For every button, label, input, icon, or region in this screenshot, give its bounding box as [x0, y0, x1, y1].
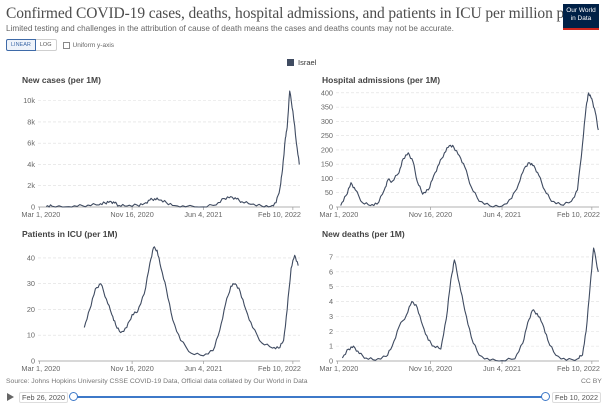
y-tick-label: 10k	[23, 96, 35, 105]
y-tick-label: 6	[329, 267, 333, 276]
y-tick-label: 30	[27, 279, 35, 288]
x-tick-label: Feb 10, 2022	[557, 364, 600, 373]
legend-swatch	[287, 59, 294, 66]
panel-title-patients-icu: Patients in ICU (per 1M)	[22, 229, 118, 239]
license-link[interactable]: CC BY	[581, 378, 602, 385]
y-tick-label: 10	[27, 331, 35, 340]
charts-area: 0 2k 4k 6k 8k 10k Mar 1, 2020 Nov 16, 2020 Jun 4…	[21, 88, 600, 373]
logo-line-1: Our World	[566, 7, 596, 14]
uniform-y-axis-label: Uniform y-axis	[72, 41, 115, 49]
timeline: Feb 26, 2020 Feb 10, 2022	[0, 389, 605, 405]
y-tick-label: 3	[329, 312, 333, 321]
timeline-start-handle[interactable]	[69, 392, 78, 401]
x-tick-label: Mar 1, 2020	[319, 364, 358, 373]
y-tick-label: 40	[27, 253, 35, 262]
uniform-y-axis-toggle[interactable]: Uniform y-axis	[62, 41, 115, 49]
chart-title: Confirmed COVID-19 cases, deaths, hospit…	[6, 5, 598, 22]
x-tick-label: Nov 16, 2020	[110, 210, 153, 219]
x-tick-label: Jun 4, 2021	[483, 210, 521, 219]
x-tick-label: Jun 4, 2021	[184, 364, 222, 373]
y-tick-label: 200	[321, 145, 333, 154]
y-tick-label: 0	[31, 357, 35, 366]
x-tick-label: Nov 16, 2020	[409, 364, 452, 373]
uniform-y-axis-checkbox[interactable]	[62, 41, 70, 49]
x-tick-label: Mar 1, 2020	[319, 210, 358, 219]
timeline-track[interactable]	[73, 396, 545, 398]
play-icon[interactable]	[7, 393, 14, 401]
y-tick-label: 250	[321, 131, 333, 140]
y-tick-label: 1	[329, 342, 333, 351]
x-tick-label: Nov 16, 2020	[110, 364, 153, 373]
x-tick-label: Jun 4, 2021	[483, 364, 521, 373]
y-tick-label: 0	[329, 203, 333, 212]
chart-subtitle: Limited testing and challenges in the at…	[6, 24, 454, 33]
y-tick-label: 6k	[27, 139, 35, 148]
timeline-start-label: Feb 26, 2020	[19, 392, 69, 403]
panel-title-new-cases: New cases (per 1M)	[22, 75, 101, 85]
x-tick-label: Feb 10, 2022	[557, 210, 600, 219]
y-tick-label: 50	[325, 188, 333, 197]
series-line-israel	[341, 247, 599, 362]
series-line-israel	[45, 90, 300, 208]
y-tick-label: 8k	[27, 117, 35, 126]
log-scale-button[interactable]: LOG	[35, 39, 57, 51]
logo-line-2: in Data	[570, 14, 592, 22]
y-tick-label: 350	[321, 103, 333, 112]
y-tick-label: 2	[329, 327, 333, 336]
x-tick-label: Feb 10, 2022	[258, 210, 301, 219]
legend-label: Israel	[298, 58, 317, 67]
y-tick-label: 100	[321, 174, 333, 183]
y-tick-label: 4k	[27, 160, 35, 169]
panel-title-new-deaths: New deaths (per 1M)	[322, 229, 405, 239]
x-tick-label: Nov 16, 2020	[409, 210, 452, 219]
series-line-israel	[340, 92, 599, 208]
y-tick-label: 0	[31, 203, 35, 212]
legend[interactable]: Israel	[287, 58, 316, 67]
panel-title-hospital-admissions: Hospital admissions (per 1M)	[322, 75, 441, 85]
y-tick-label: 4	[329, 297, 333, 306]
y-tick-label: 7	[329, 252, 333, 261]
y-tick-label: 400	[321, 88, 333, 97]
x-tick-label: Mar 1, 2020	[21, 210, 60, 219]
x-tick-label: Feb 10, 2022	[258, 364, 301, 373]
y-tick-label: 300	[321, 117, 333, 126]
scale-controls: LINEAR LOG Uniform y-axis	[6, 39, 114, 51]
owid-logo[interactable]: Our World in Data	[563, 4, 599, 30]
y-tick-label: 20	[27, 305, 35, 314]
timeline-end-label: Feb 10, 2022	[552, 392, 602, 403]
series-line-israel	[83, 246, 299, 357]
x-tick-label: Mar 1, 2020	[21, 364, 60, 373]
y-tick-label: 5	[329, 282, 333, 291]
y-tick-label: 2k	[27, 181, 35, 190]
x-tick-label: Jun 4, 2021	[184, 210, 222, 219]
source-note: Source: Johns Hopkins University CSSE CO…	[6, 378, 308, 385]
linear-scale-button[interactable]: LINEAR	[6, 39, 36, 51]
y-tick-label: 150	[321, 160, 333, 169]
y-tick-label: 0	[329, 357, 333, 366]
timeline-end-handle[interactable]	[541, 392, 550, 401]
